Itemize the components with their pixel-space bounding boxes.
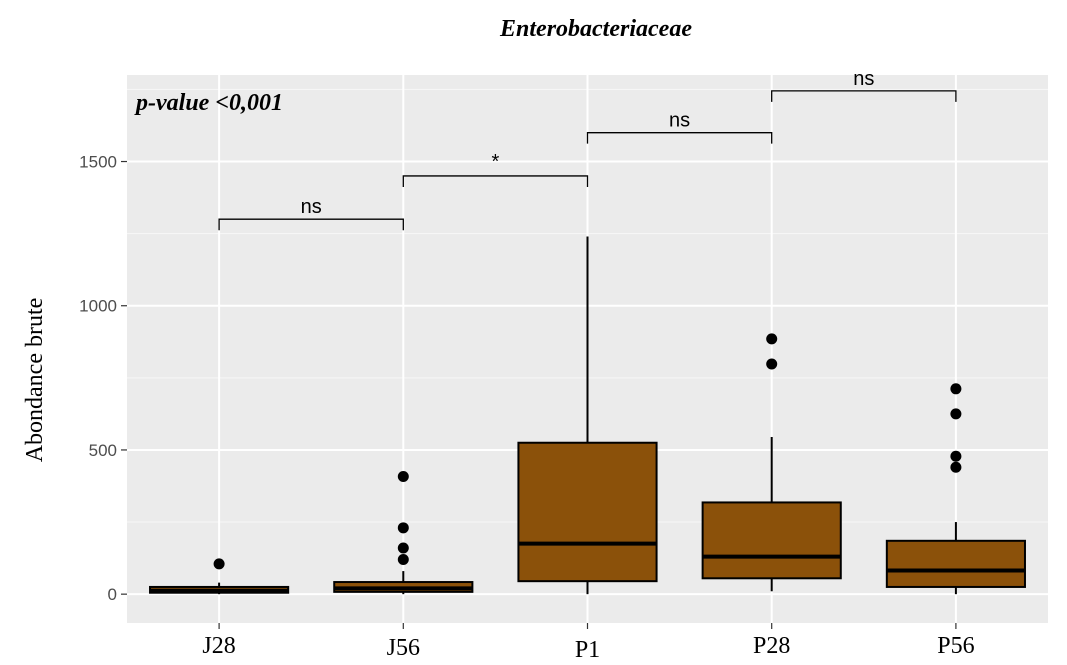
significance-label: ns [853,68,874,90]
x-tick-label: J56 [387,635,420,661]
x-tick-label: P28 [753,633,790,659]
box-P28 [701,333,842,592]
comparison-P28-P56: ns [771,68,957,102]
box-P1 [517,236,658,595]
outlier-point [397,470,409,482]
comparison-P1-P28: ns [586,110,773,144]
significance-label: * [492,151,500,173]
bracket-line [586,132,773,144]
y-axis-label: Abondance brute [22,298,48,463]
bracket-line [218,218,404,231]
comparison-J28-J56: ns [218,196,404,231]
outlier-point [397,522,409,534]
significance-label: ns [301,196,322,218]
outlier-point [397,554,409,566]
box-body [517,441,658,583]
box-P56 [885,383,1026,595]
x-tick-label: P56 [937,633,974,659]
x-tick-label: J28 [202,633,235,659]
bracket-line [771,90,957,102]
outlier-point [397,542,409,554]
outlier-point [950,461,962,473]
outlier-point [213,558,225,570]
boxes [149,236,1026,595]
x-axis: J28 J56 P1 P28 P56 [202,623,975,663]
outlier-point [950,408,962,420]
outlier-point [950,450,962,462]
y-tick-label: 500 [89,441,117,460]
chart-title: Enterobacteriaceae [499,16,692,42]
y-tick-label: 0 [108,585,117,604]
box-body [885,539,1026,588]
outlier-point [766,333,778,345]
x-tick-label: P1 [575,637,600,663]
y-tick-label: 1000 [79,297,117,316]
box-J28 [149,558,290,595]
comparison-brackets: ns * ns ns [218,68,957,231]
y-tick-label: 1500 [79,153,117,172]
outlier-point [950,383,962,395]
significance-label: ns [669,110,690,132]
comparison-J56-P1: * [402,151,589,187]
outlier-point [766,358,778,370]
box-body [701,501,842,580]
bracket-line [402,175,589,187]
p-value-annotation: p-value <0,001 [134,90,283,116]
box-J56 [333,470,474,595]
y-axis: 0 500 1000 1500 [79,153,127,604]
